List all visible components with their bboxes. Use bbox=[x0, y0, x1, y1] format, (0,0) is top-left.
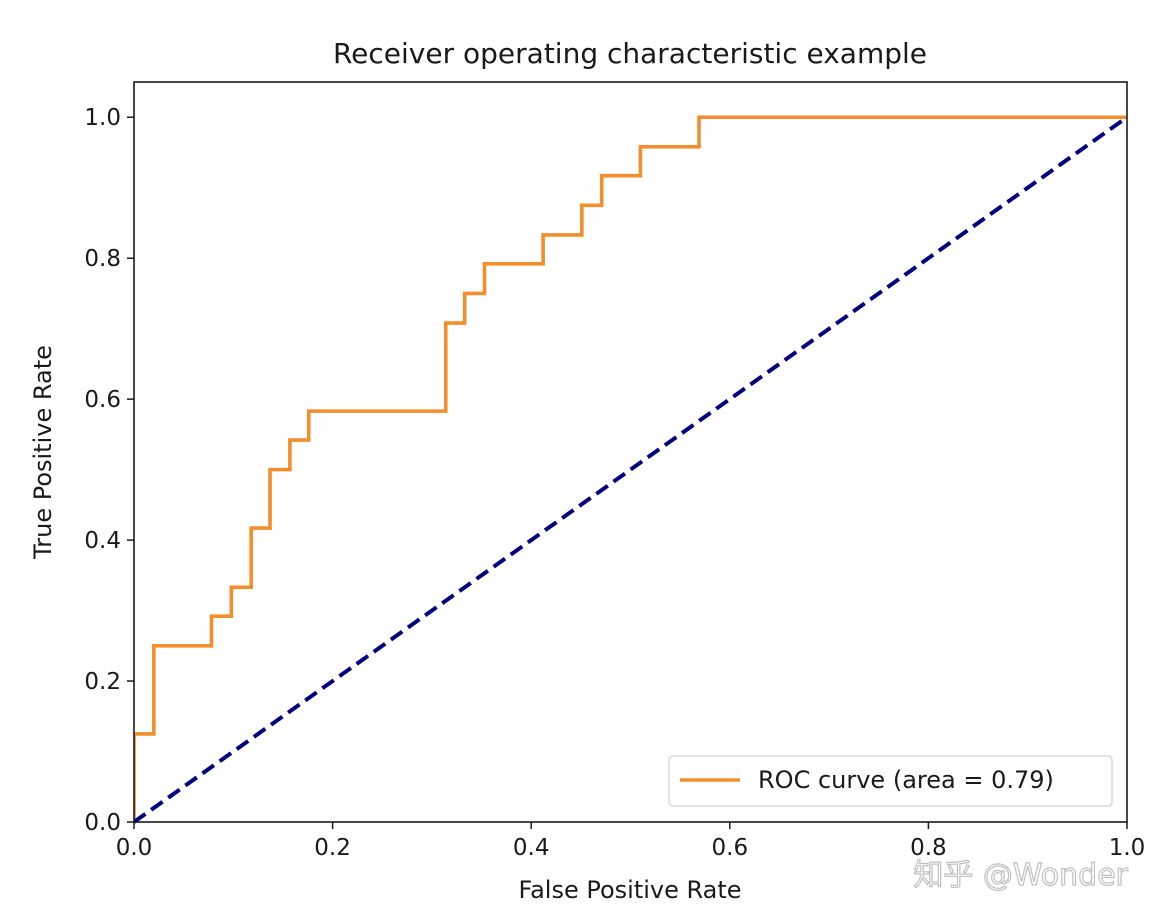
plot-frame bbox=[133, 81, 1128, 823]
chart-title: Receiver operating characteristic exampl… bbox=[333, 37, 927, 70]
plot-area bbox=[133, 81, 1129, 824]
y-axis-label: True Positive Rate bbox=[29, 345, 57, 560]
watermark: 知乎 @Wonder bbox=[913, 858, 1128, 893]
x-tick-label: 0.4 bbox=[513, 835, 550, 861]
y-tick-label: 0.0 bbox=[84, 810, 121, 836]
y-axis: 0.0 0.2 0.4 0.6 0.8 1.0 bbox=[84, 105, 134, 836]
x-tick-label: 1.0 bbox=[1109, 835, 1146, 861]
y-tick-label: 0.6 bbox=[84, 387, 121, 413]
y-tick-label: 1.0 bbox=[84, 105, 121, 131]
legend: ROC curve (area = 0.79) bbox=[668, 755, 1113, 807]
y-tick-label: 0.4 bbox=[84, 528, 121, 554]
x-axis-label: False Positive Rate bbox=[518, 876, 741, 904]
x-tick-label: 0.2 bbox=[314, 835, 351, 861]
y-tick-label: 0.2 bbox=[84, 669, 121, 695]
x-axis: 0.0 0.2 0.4 0.6 0.8 1.0 bbox=[116, 822, 1146, 861]
x-tick-label: 0.8 bbox=[910, 835, 947, 861]
x-tick-label: 0.6 bbox=[712, 835, 749, 861]
legend-box bbox=[668, 755, 1113, 807]
x-tick-label: 0.0 bbox=[116, 835, 153, 861]
legend-label-roc: ROC curve (area = 0.79) bbox=[758, 766, 1054, 794]
series-line-diagonal bbox=[134, 115, 1129, 824]
y-tick-label: 0.8 bbox=[84, 246, 121, 272]
series-layer bbox=[134, 115, 1129, 824]
series-line-roc bbox=[134, 115, 1127, 822]
